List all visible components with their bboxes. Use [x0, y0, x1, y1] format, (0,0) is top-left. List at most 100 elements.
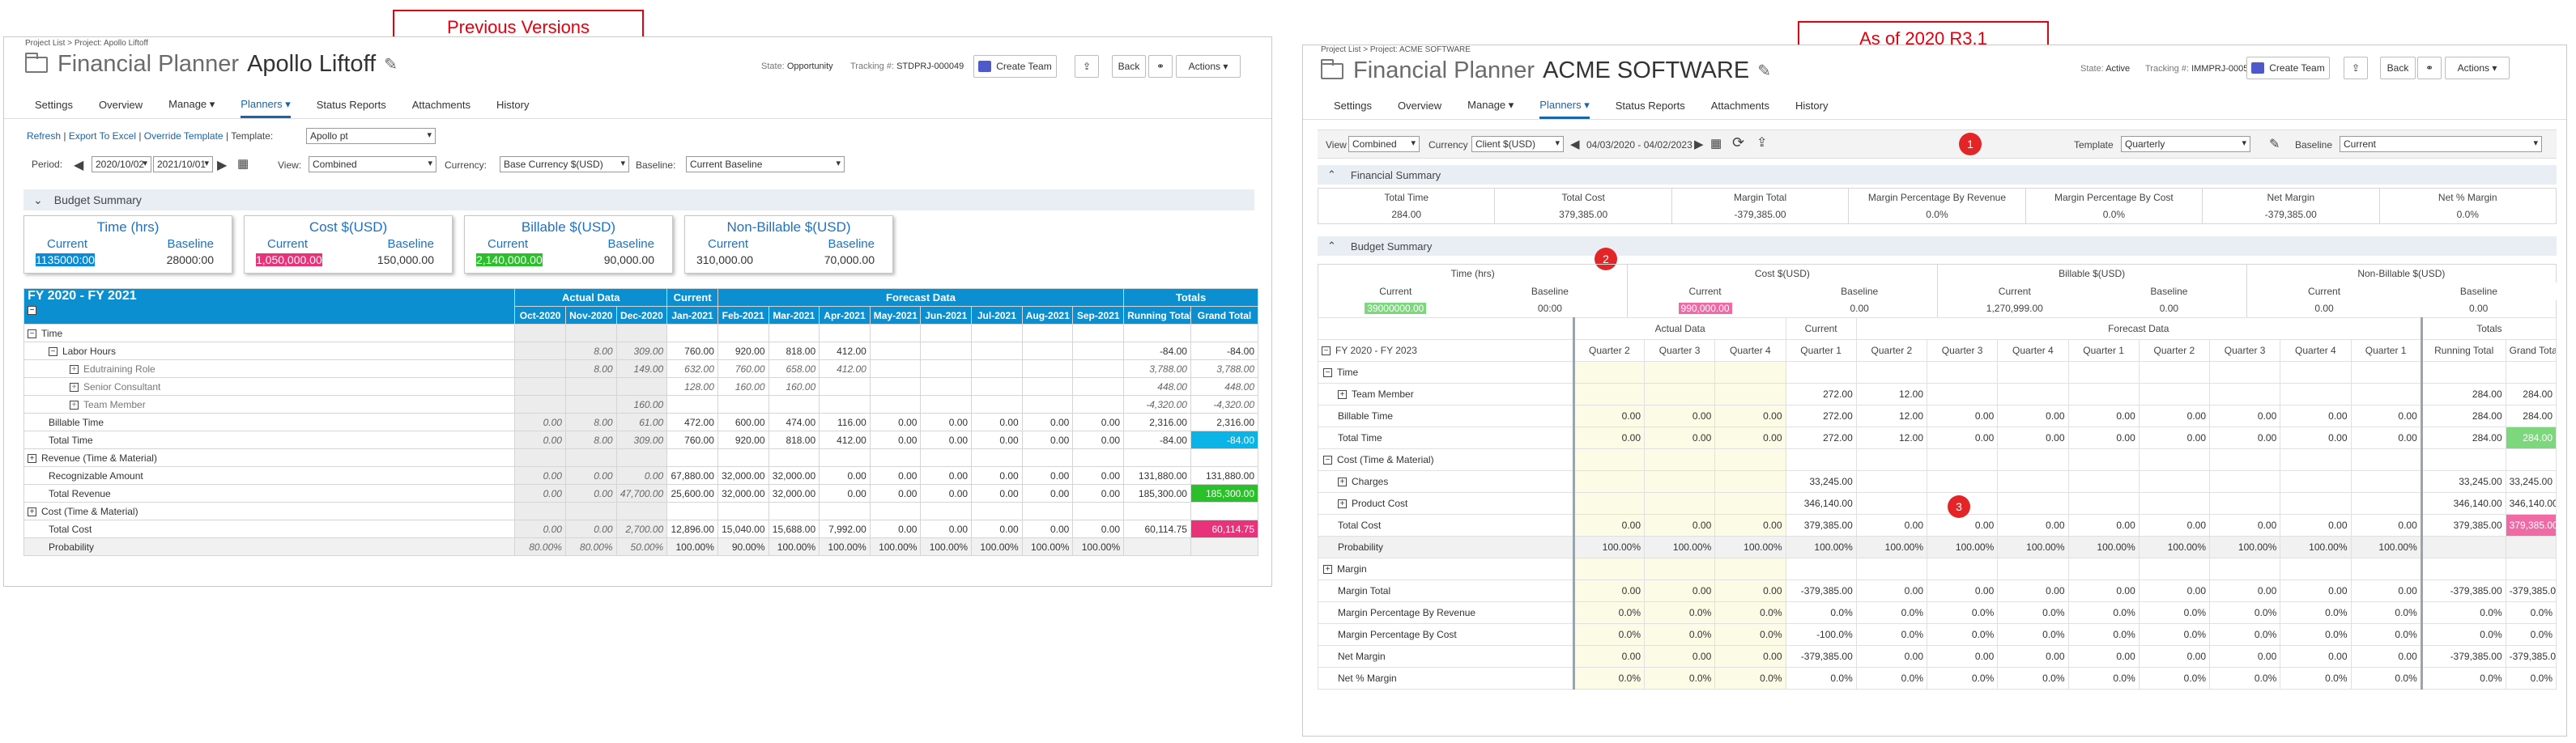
- grid-cell[interactable]: 0.00: [514, 413, 566, 431]
- grid-cell[interactable]: [2505, 558, 2557, 580]
- grid-cell[interactable]: 100.00%: [1927, 536, 1999, 558]
- grid-cell[interactable]: [971, 395, 1023, 414]
- grid-cell[interactable]: 80.00%: [564, 537, 617, 556]
- grid-cell[interactable]: [1644, 448, 1716, 471]
- grid-cell[interactable]: [717, 395, 769, 414]
- grid-cell[interactable]: 379,385.00: [2505, 514, 2557, 537]
- grid-cell[interactable]: [819, 502, 871, 520]
- grid-cell[interactable]: [768, 324, 820, 342]
- export-icon[interactable]: ⇪: [1756, 136, 1768, 150]
- grid-cell[interactable]: 33,245.00: [2505, 470, 2557, 493]
- grid-cell[interactable]: [2350, 361, 2423, 384]
- grid-cell[interactable]: [1997, 470, 2069, 493]
- grid-cell[interactable]: 920.00: [717, 431, 769, 449]
- grid-cell[interactable]: [2350, 383, 2423, 405]
- grid-cell[interactable]: [768, 448, 820, 467]
- grid-cell[interactable]: [1190, 448, 1259, 467]
- grid-cell[interactable]: -100.0%: [1785, 623, 1857, 646]
- tab-planners[interactable]: Planners ▾: [1539, 99, 1590, 119]
- grid-cell[interactable]: 0.00: [2067, 427, 2140, 449]
- grid-cell[interactable]: [1190, 502, 1259, 520]
- financial-summary-header[interactable]: ⌃ Financial Summary: [1318, 165, 2557, 185]
- grid-cell[interactable]: 0.00: [1714, 514, 1786, 537]
- grid-cell[interactable]: 32,000.00: [768, 484, 820, 503]
- grid-cell[interactable]: 0.00: [1072, 431, 1125, 449]
- grid-cell[interactable]: [869, 377, 922, 396]
- grid-cell[interactable]: 0.00: [2138, 514, 2211, 537]
- calendar-icon[interactable]: ▦: [237, 157, 249, 171]
- grid-cell[interactable]: 272.00: [1785, 405, 1857, 427]
- grid-cell[interactable]: 0.00: [971, 413, 1023, 431]
- breadcrumb[interactable]: Project List > Project: Apollo Liftoff: [25, 39, 148, 48]
- tab-overview[interactable]: Overview: [1397, 100, 1442, 112]
- grid-cell[interactable]: [1072, 502, 1125, 520]
- grid-cell[interactable]: 412.00: [819, 342, 871, 360]
- grid-cell[interactable]: [920, 359, 973, 378]
- grid-cell[interactable]: 0.00: [920, 520, 973, 538]
- grid-cell[interactable]: 0.0%: [1785, 667, 1857, 690]
- grid-cell[interactable]: [2421, 536, 2506, 558]
- grid-cell[interactable]: 100.00%: [2280, 536, 2352, 558]
- grid-cell[interactable]: [920, 324, 973, 342]
- grid-cell[interactable]: 100.00%: [1021, 537, 1074, 556]
- grid-cell[interactable]: 284.00: [2421, 427, 2506, 449]
- grid-cell[interactable]: 0.00: [2280, 405, 2352, 427]
- grid-cell[interactable]: [2280, 361, 2352, 384]
- grid-cell[interactable]: [666, 395, 718, 414]
- grid-cell[interactable]: 60,114.75: [1123, 520, 1191, 538]
- grid-cell[interactable]: [1573, 492, 1646, 515]
- grid-cell[interactable]: [1021, 395, 1074, 414]
- grid-cell[interactable]: 185,300.00: [1190, 484, 1259, 503]
- grid-cell[interactable]: 0.00: [514, 520, 566, 538]
- grid-cell[interactable]: 0.00: [1997, 514, 2069, 537]
- grid-cell[interactable]: 90.00%: [717, 537, 769, 556]
- grid-cell[interactable]: 0.0%: [2280, 667, 2352, 690]
- period-range[interactable]: 04/03/2020 - 04/02/2023: [1586, 139, 1692, 151]
- view-select[interactable]: Combined: [1348, 136, 1420, 152]
- tab-manage[interactable]: Manage ▾: [168, 98, 215, 110]
- period-prev-icon[interactable]: ◀: [1570, 138, 1580, 151]
- tab-planners[interactable]: Planners ▾: [241, 98, 291, 118]
- grid-cell[interactable]: 632.00: [666, 359, 718, 378]
- grid-cell[interactable]: 0.00: [869, 466, 922, 485]
- grid-cell[interactable]: [514, 324, 566, 342]
- grid-cell[interactable]: 0.00: [1573, 645, 1646, 668]
- grid-cell[interactable]: 0.0%: [2280, 623, 2352, 646]
- grid-cell[interactable]: [1997, 448, 2069, 471]
- grid-cell[interactable]: [971, 342, 1023, 360]
- grid-cell[interactable]: [1714, 448, 1786, 471]
- grid-cell[interactable]: [1573, 361, 1646, 384]
- grid-cell[interactable]: [2138, 558, 2211, 580]
- grid-cell[interactable]: 0.00: [564, 466, 617, 485]
- grid-cell[interactable]: 12.00: [1855, 427, 1928, 449]
- grid-cell[interactable]: [2350, 558, 2423, 580]
- grid-cell[interactable]: [1072, 359, 1125, 378]
- grid-cell[interactable]: 0.00: [1997, 645, 2069, 668]
- grid-cell[interactable]: 0.00: [1644, 514, 1716, 537]
- grid-cell[interactable]: 0.0%: [2505, 601, 2557, 624]
- grid-cell[interactable]: [1927, 558, 1999, 580]
- grid-cell[interactable]: 100.00%: [1785, 536, 1857, 558]
- grid-cell[interactable]: -4,320.00: [1190, 395, 1259, 414]
- override-template-link[interactable]: Override Template: [143, 130, 224, 142]
- grid-cell[interactable]: [971, 324, 1023, 342]
- grid-cell[interactable]: 0.00: [1573, 580, 1646, 602]
- grid-cell[interactable]: 33,245.00: [1785, 470, 1857, 493]
- grid-cell[interactable]: 474.00: [768, 413, 820, 431]
- grid-cell[interactable]: 0.00: [920, 431, 973, 449]
- grid-cell[interactable]: 448.00: [1190, 377, 1259, 396]
- back-button[interactable]: Back: [2380, 57, 2416, 79]
- grid-cell[interactable]: 0.00: [2209, 645, 2281, 668]
- grid-cell[interactable]: [2067, 383, 2140, 405]
- grid-cell[interactable]: 0.00: [2138, 645, 2211, 668]
- grid-cell[interactable]: [1644, 492, 1716, 515]
- network-icon[interactable]: ⚭: [1148, 55, 1173, 78]
- grid-cell[interactable]: [1021, 502, 1074, 520]
- grid-cell[interactable]: [2280, 470, 2352, 493]
- grid-cell[interactable]: 0.0%: [2421, 601, 2506, 624]
- grid-cell[interactable]: 284.00: [2505, 405, 2557, 427]
- grid-cell[interactable]: [2067, 558, 2140, 580]
- grid-cell[interactable]: [2350, 448, 2423, 471]
- grid-cell[interactable]: [869, 395, 922, 414]
- grid-cell[interactable]: [2209, 383, 2281, 405]
